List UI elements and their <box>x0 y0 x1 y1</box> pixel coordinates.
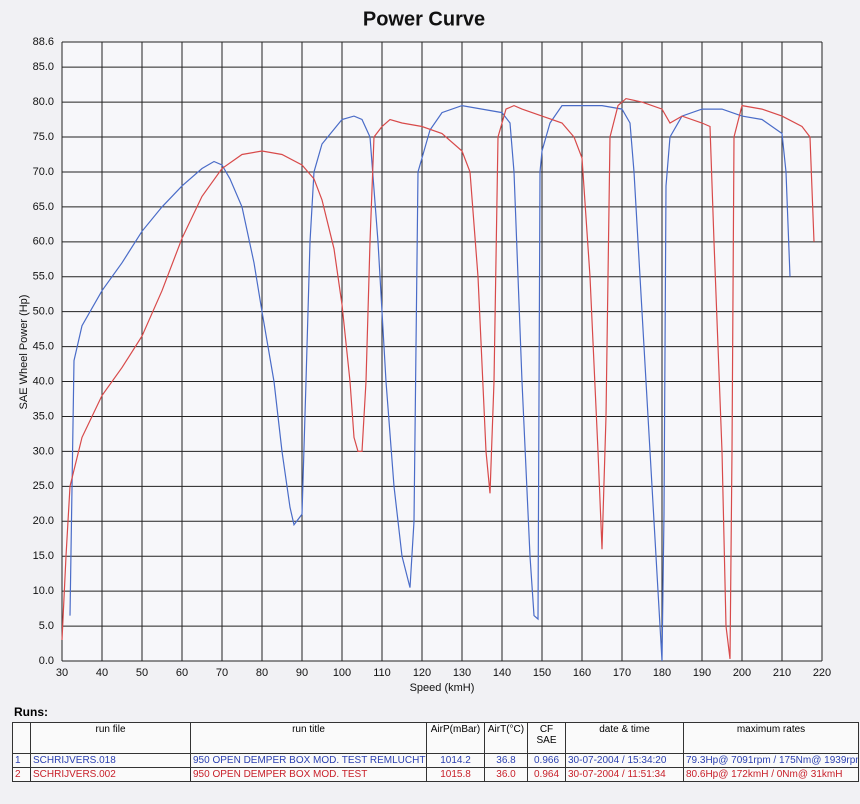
y-tick-label: 70.0 <box>33 166 54 178</box>
y-tick-label: 45.0 <box>33 341 54 353</box>
y-tick-label: 60.0 <box>33 236 54 248</box>
x-axis-label: Speed (kmH) <box>410 682 475 694</box>
header-cell <box>12 722 31 754</box>
cell: 950 OPEN DEMPER BOX MOD. TEST REMLUCHT <box>190 753 427 768</box>
runs-title: Runs: <box>14 705 48 719</box>
x-tick-label: 190 <box>693 667 711 679</box>
x-tick-label: 130 <box>453 667 471 679</box>
plot-area <box>62 42 822 661</box>
y-tick-label: 50.0 <box>33 306 54 318</box>
cell: 30-07-2004 / 11:51:34 <box>565 767 684 782</box>
header-cell: maximum rates <box>683 722 859 754</box>
y-tick-label: 30.0 <box>33 445 54 457</box>
x-tick-label: 90 <box>296 667 308 679</box>
header-cell: AirT(°C) <box>484 722 528 754</box>
y-tick-label: 35.0 <box>33 410 54 422</box>
header-row: run file run title AirP(mBar) AirT(°C) CF SA… <box>12 722 859 754</box>
run-row: 2 SCHRIJVERS.002 950 OPEN DEMPER BOX MOD. … <box>12 767 859 782</box>
x-tick-label: 120 <box>413 667 431 679</box>
header-cell: run title <box>190 722 427 754</box>
y-tick-label: 15.0 <box>33 550 54 562</box>
y-tick-label: 40.0 <box>33 375 54 387</box>
y-tick-label: 20.0 <box>33 515 54 527</box>
x-tick-label: 40 <box>96 667 108 679</box>
cell: 79.3Hp@ 7091rpm / 175Nm@ 1939rpm <box>683 753 859 768</box>
header-cell: AirP(mBar) <box>426 722 485 754</box>
x-tick-label: 200 <box>733 667 751 679</box>
cell: SCHRIJVERS.018 <box>30 753 191 768</box>
chart-title: Power Curve <box>363 8 485 30</box>
y-tick-label: 55.0 <box>33 271 54 283</box>
header-cell: date & time <box>565 722 684 754</box>
x-tick-label: 220 <box>813 667 831 679</box>
x-tick-label: 50 <box>136 667 148 679</box>
y-tick-label: 80.0 <box>33 96 54 108</box>
x-tick-label: 140 <box>493 667 511 679</box>
cell: 1015.8 <box>426 767 485 782</box>
x-tick-label: 30 <box>56 667 68 679</box>
x-tick-label: 100 <box>333 667 351 679</box>
cell: 950 OPEN DEMPER BOX MOD. TEST <box>190 767 427 782</box>
y-tick-label: 65.0 <box>33 201 54 213</box>
power-line <box>69 104 791 662</box>
x-tick-label: 210 <box>773 667 791 679</box>
runs-table: run file run title AirP(mBar) AirT(°C) CF SA… <box>12 722 859 782</box>
cell: 36.8 <box>484 753 528 768</box>
cell: 36.0 <box>484 767 528 782</box>
x-tick-label: 80 <box>256 667 268 679</box>
y-tick-label: 25.0 <box>33 480 54 492</box>
cell: 0.964 <box>527 767 566 782</box>
cell: 30-07-2004 / 15:34:20 <box>565 753 684 768</box>
x-tick-label: 110 <box>373 667 391 679</box>
y-tick-label: 85.0 <box>33 61 54 73</box>
cell: SCHRIJVERS.002 <box>30 767 191 782</box>
cell: 2 <box>12 767 31 782</box>
x-tick-label: 150 <box>533 667 551 679</box>
y-tick-label: 5.0 <box>39 620 54 632</box>
cell: 1014.2 <box>426 753 485 768</box>
y-tick-label: 75.0 <box>33 131 54 143</box>
y-tick-label: 10.0 <box>33 585 54 597</box>
header-cell: CF SAE <box>527 722 566 754</box>
power-line <box>61 97 815 659</box>
x-tick-label: 180 <box>653 667 671 679</box>
y-tick-label: 88.6 <box>33 36 54 48</box>
x-tick-label: 160 <box>573 667 591 679</box>
cell: 80.6Hp@ 172kmH / 0Nm@ 31kmH <box>683 767 859 782</box>
y-tick-label: 0.0 <box>39 655 54 667</box>
cell: 1 <box>12 753 31 768</box>
x-tick-label: 170 <box>613 667 631 679</box>
cell: 0.966 <box>527 753 566 768</box>
run-row: 1 SCHRIJVERS.018 950 OPEN DEMPER BOX MOD. … <box>12 753 859 768</box>
x-tick-label: 70 <box>216 667 228 679</box>
y-axis-label: SAE Wheel Power (Hp) <box>18 295 30 410</box>
x-tick-label: 60 <box>176 667 188 679</box>
chart: Power Curve Speed (kmH) SAE Wheel Power … <box>17 8 832 694</box>
header-cell: run file <box>30 722 191 754</box>
